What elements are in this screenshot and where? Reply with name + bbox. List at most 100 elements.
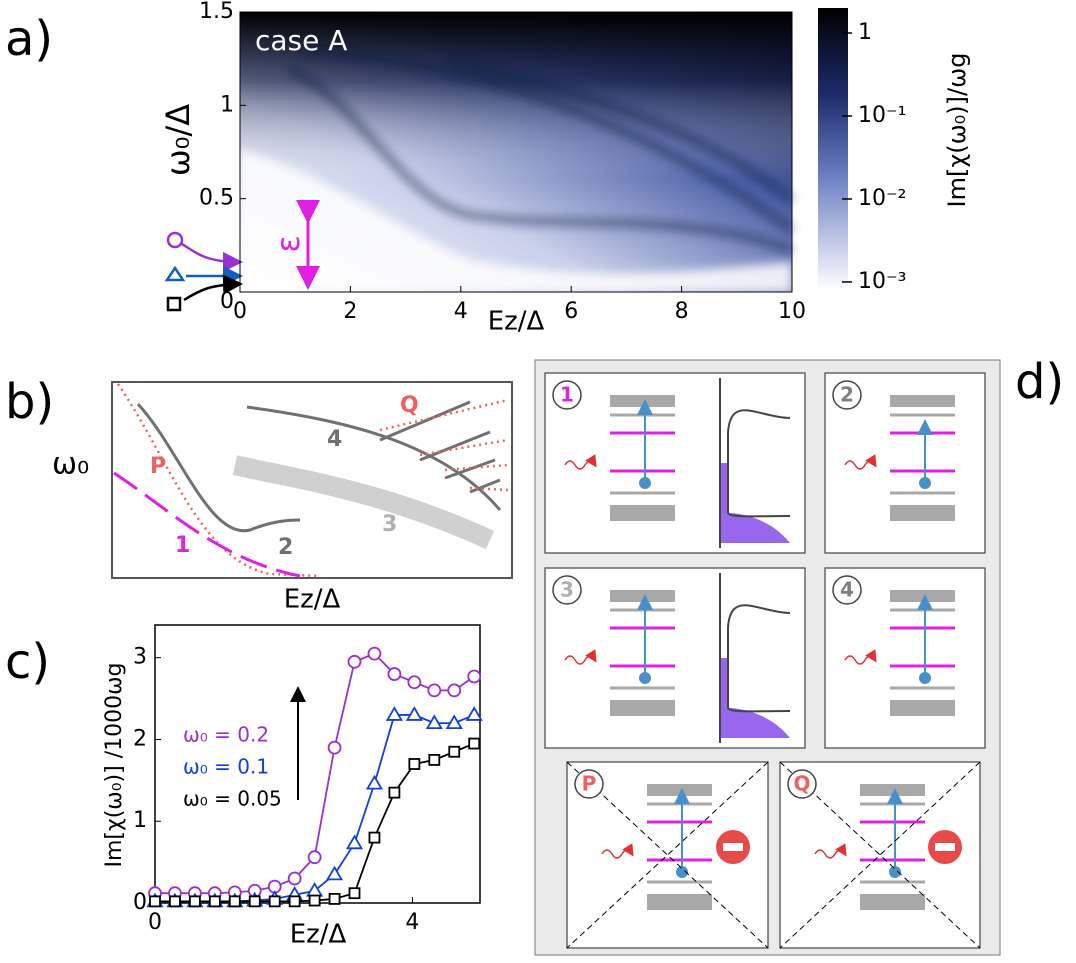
marker	[169, 895, 181, 908]
curve-label: P	[150, 454, 166, 479]
band	[890, 395, 955, 407]
y-tick-label: 2	[133, 726, 147, 751]
x-tick-label: 4	[454, 299, 468, 324]
x-tick-label: 8	[675, 299, 689, 324]
frame	[111, 381, 513, 579]
annotation: case A	[255, 24, 347, 57]
box-badge	[552, 380, 582, 410]
box-badge	[832, 575, 862, 605]
colorbar-tick-label: 10⁻¹	[858, 103, 906, 128]
y-axis-label: ω₀/Δ	[159, 104, 197, 176]
marker	[287, 871, 302, 886]
panel-label: b)	[5, 374, 54, 430]
marker	[385, 706, 403, 721]
marker	[328, 893, 341, 905]
marker	[268, 895, 281, 908]
marker	[368, 831, 381, 844]
marker	[448, 745, 461, 758]
band	[890, 700, 955, 716]
x-tick-label: 0	[148, 910, 162, 935]
legend-marker	[164, 265, 186, 282]
box-badge	[787, 769, 817, 799]
dos-curve	[719, 573, 791, 743]
y-tick-label: 0	[220, 289, 234, 314]
box-label: 1	[560, 383, 574, 407]
colorbar-tick-label: 10⁻²	[858, 186, 906, 211]
marker	[428, 754, 441, 766]
legend-label: ω₀ = 0.1	[183, 755, 269, 779]
box-badge	[552, 575, 582, 605]
epsilon-label: ε	[269, 235, 307, 252]
photon	[844, 454, 877, 470]
marker	[427, 683, 442, 698]
x-axis-label: Ez/Δ	[290, 920, 347, 950]
electron	[676, 866, 688, 878]
photon	[564, 649, 597, 665]
heatmap-bands	[288, 47, 794, 253]
band	[610, 505, 675, 521]
marker	[347, 654, 362, 669]
marker	[228, 895, 241, 908]
panel-c: c) 0 4 0 1 2 3 Ez/Δ Im[χ(ω₀)] /1000ωg ω₀ = 0.2 ω₀…	[5, 624, 483, 950]
band	[610, 395, 675, 407]
curve-label: 2	[278, 535, 293, 560]
box-badge	[832, 380, 862, 410]
marker	[367, 646, 382, 661]
marker	[387, 667, 402, 681]
marker	[365, 774, 384, 790]
box-label: 4	[840, 578, 854, 602]
marker	[208, 895, 221, 908]
y-axis-label: ω₀	[52, 447, 89, 482]
marker	[348, 887, 361, 900]
x-tick-label: 2	[343, 299, 357, 324]
legend-label: ω₀ = 0.05	[183, 787, 282, 811]
legend-marker	[166, 296, 182, 312]
marker	[327, 740, 342, 755]
forbidden-bar	[935, 843, 955, 851]
marker	[288, 895, 301, 908]
marker	[405, 706, 423, 721]
band	[860, 784, 925, 796]
band	[647, 784, 712, 796]
box-badge	[574, 769, 604, 799]
electron	[919, 672, 931, 684]
panel-label: d)	[1015, 354, 1064, 410]
x-axis-label: Ez/Δ	[284, 585, 341, 615]
pointer	[181, 242, 243, 272]
x-tick-label: 6	[564, 299, 578, 324]
band	[610, 590, 675, 602]
marker	[388, 786, 401, 799]
panel-a: a) case A ε 0 2 4 6 8 10 0 0.5 1 1.5 Ez/Δ ω₀/Δ 10⁻³ 1…	[5, 0, 971, 337]
curve-label: 3	[382, 512, 397, 537]
marker	[425, 714, 443, 730]
heatmap-light	[240, 150, 792, 292]
marker	[308, 894, 321, 907]
photon	[601, 843, 634, 859]
marker	[248, 895, 261, 908]
pointer	[183, 274, 243, 302]
y-tick-label: 0	[133, 890, 147, 915]
colorbar	[818, 8, 848, 290]
marker	[189, 895, 201, 908]
forbidden-bar	[723, 843, 743, 851]
x-tick-label: 10	[778, 299, 806, 324]
dos-curve	[719, 378, 791, 548]
marker	[468, 737, 481, 750]
panel-d: d) 1 2 3 4 P Q	[534, 354, 1064, 956]
marker	[447, 683, 462, 698]
box-label: Q	[793, 772, 810, 796]
curve-dotted	[116, 383, 509, 578]
marker	[149, 895, 161, 908]
marker	[465, 706, 483, 721]
photon	[844, 649, 877, 665]
legend-marker	[166, 231, 184, 249]
band	[860, 894, 925, 910]
marker	[325, 865, 344, 881]
colorbar-tick-label: 10⁻³	[858, 269, 906, 294]
x-tick-label: 4	[405, 910, 419, 935]
curve-label: 4	[327, 427, 342, 452]
colorbar-label: Im[χ(ω₀)]/ωg	[943, 53, 971, 208]
legend-label: ω₀ = 0.2	[183, 723, 269, 747]
electron	[639, 477, 651, 489]
